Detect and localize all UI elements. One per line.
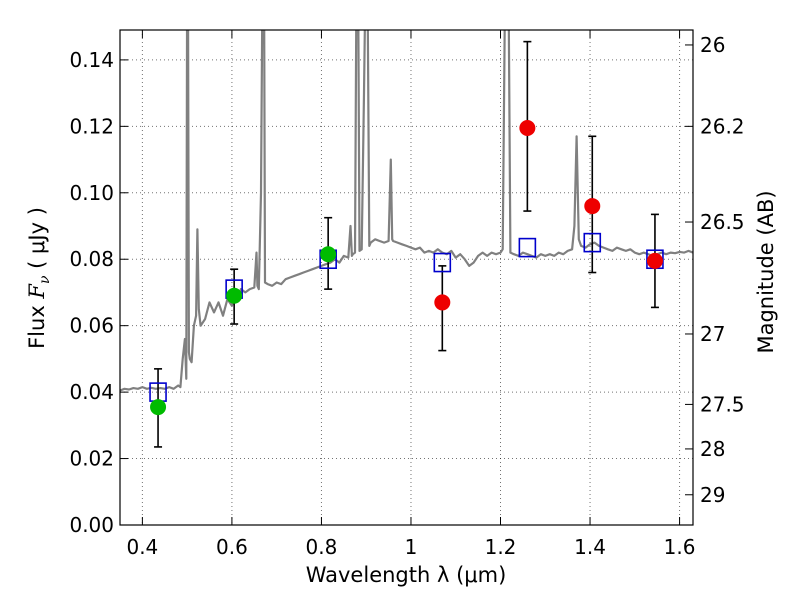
mag-tick-label: 29 [700, 483, 725, 507]
errorbar-layer [154, 40, 659, 448]
plot-frame [119, 29, 694, 526]
x-tick-label: 1 [405, 535, 418, 559]
y-tick-label: 0.14 [69, 48, 114, 72]
y-tick-label: 0.10 [69, 181, 114, 205]
model-photometry-square [518, 237, 537, 258]
model-photometry-square [583, 232, 602, 253]
y-axis-label-prefix: Flux [25, 299, 49, 349]
marker-layer [149, 120, 664, 416]
mag-tick-label: 26.5 [700, 210, 745, 234]
observed-point [584, 198, 601, 215]
y-tick-label: 0.12 [69, 114, 114, 138]
mag-tick-label: 27 [700, 322, 725, 346]
y-axis-right-label: Magnitude (AB) [754, 190, 778, 353]
mag-tick-label: 26 [700, 33, 725, 57]
grid-lines [120, 30, 693, 526]
mag-tick-label: 26.2 [700, 114, 745, 138]
spectrum-layer [120, 30, 693, 392]
y-tick-label: 0.04 [69, 380, 114, 404]
x-tick-label: 0.4 [126, 535, 158, 559]
y-axis-label-suffix: ( μJy ) [25, 207, 49, 275]
y-tick-label: 0.08 [69, 247, 114, 271]
observed-point [434, 294, 451, 311]
observed-point [320, 246, 337, 263]
y-tick-label: 0.06 [69, 314, 114, 338]
x-tick-label: 1.6 [664, 535, 696, 559]
x-tick-label: 0.6 [216, 535, 248, 559]
x-tick-label: 1.4 [574, 535, 606, 559]
y-tick-label: 0.00 [69, 513, 114, 537]
observed-point [150, 399, 167, 416]
observed-point [519, 120, 536, 137]
y-axis-label-subscript: ν [37, 275, 53, 284]
y-tick-label: 0.02 [69, 447, 114, 471]
y-axis-label: Flux Fν ( μJy ) [25, 207, 53, 349]
mag-tick-label: 27.5 [700, 392, 745, 416]
spectrum-line [120, 30, 693, 392]
x-axis-label: Wavelength λ (μm) [306, 563, 507, 587]
x-tick-label: 1.2 [485, 535, 517, 559]
y-axis-label-symbol: F [25, 283, 49, 300]
x-tick-label: 0.8 [306, 535, 338, 559]
model-photometry-square [433, 252, 452, 273]
mag-tick-label: 28 [700, 437, 725, 461]
observed-point [226, 287, 243, 304]
axis-ticks: 0.4 0.6 0.8 1 1.2 1.4 1.6 0.00 0.02 0.04 0.06 0.08 0… [69, 30, 745, 559]
observed-point [646, 252, 663, 269]
